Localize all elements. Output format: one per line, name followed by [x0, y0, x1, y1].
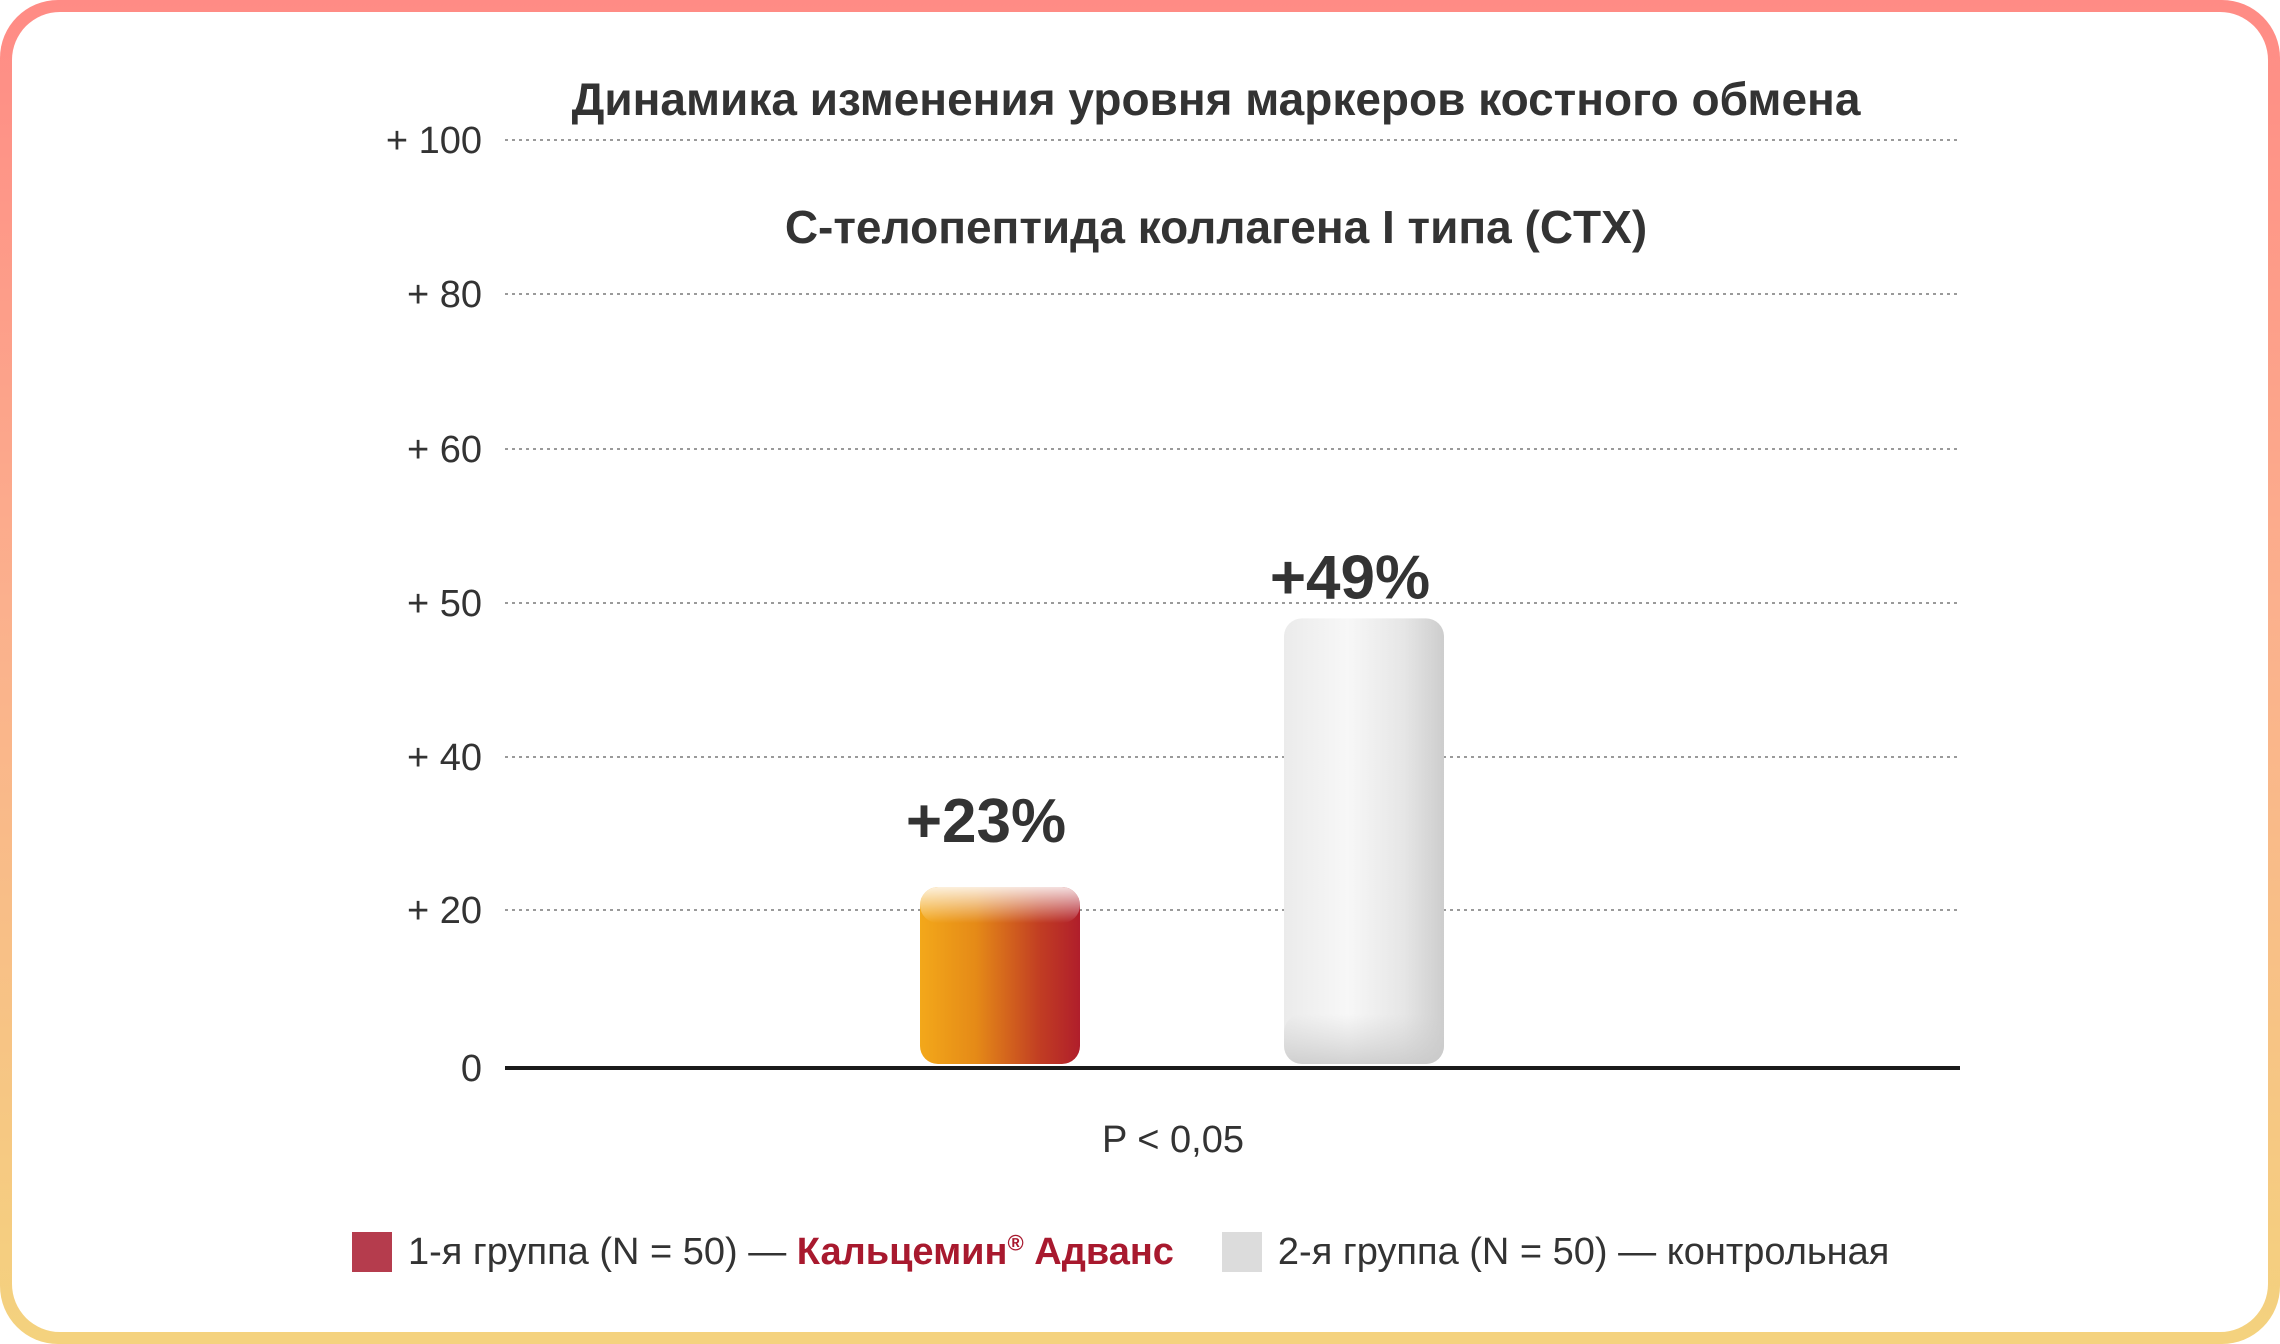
y-axis-ticks: 0 + 20 + 40 + 50 + 60 + 80 + 100 — [386, 120, 482, 1090]
legend-brand-text: Кальцемин — [796, 1230, 1008, 1273]
bars — [920, 618, 1444, 1064]
legend-brand-name: Кальцемин® Адванс — [797, 1231, 1174, 1273]
card-body — [12, 12, 2268, 1332]
legend-label-group2: 2-я группа (N = 50) — контрольная — [1277, 1230, 1890, 1273]
bar-value-labels: +23% +49% — [906, 543, 1430, 856]
chart-title: Динамика изменения уровня маркеров костн… — [572, 73, 1861, 125]
bar-value-label-1: +23% — [906, 787, 1066, 856]
legend-item-group1: 1-я группа (N = 50) — Кальцемин® Адванс — [352, 1231, 1174, 1274]
bar-value-label-2: +49% — [1270, 543, 1430, 612]
y-tick-label: + 50 — [407, 583, 482, 625]
y-tick-label: + 80 — [407, 274, 482, 316]
legend-swatch-group2 — [1221, 1232, 1262, 1272]
y-tick-label: + 60 — [407, 429, 482, 471]
bar-group-1 — [920, 887, 1080, 1064]
bar-2-shading — [1284, 1014, 1444, 1064]
legend-registered-mark: ® — [1007, 1229, 1024, 1255]
legend-label-group1: 1-я группа (N = 50) — Кальцемин® Адванс — [408, 1231, 1174, 1274]
bar-2 — [1284, 618, 1444, 1064]
chart-subtitle: С-телопептида коллагена I типа (CTX) — [785, 201, 1647, 253]
grid-lines — [505, 139, 1960, 911]
y-tick-label: 0 — [461, 1048, 482, 1090]
bar-1-shading — [920, 887, 1080, 924]
y-tick-label: + 100 — [386, 120, 482, 162]
legend-group1-prefix: 1-я группа (N = 50) — — [408, 1230, 797, 1273]
y-tick-label: + 40 — [407, 737, 482, 779]
y-tick-label: + 20 — [407, 890, 482, 932]
legend: 1-я группа (N = 50) — Кальцемин® Адванс … — [352, 1228, 1889, 1276]
bar-1 — [920, 887, 1080, 1064]
bar-group-2 — [1284, 618, 1444, 1064]
legend-swatch-group1 — [352, 1232, 392, 1272]
legend-item-group2: 2-я группа (N = 50) — контрольная — [1221, 1230, 1890, 1274]
significance-annotation: P < 0,05 — [1102, 1119, 1244, 1161]
legend-brand-suffix: Адванс — [1023, 1230, 1174, 1273]
